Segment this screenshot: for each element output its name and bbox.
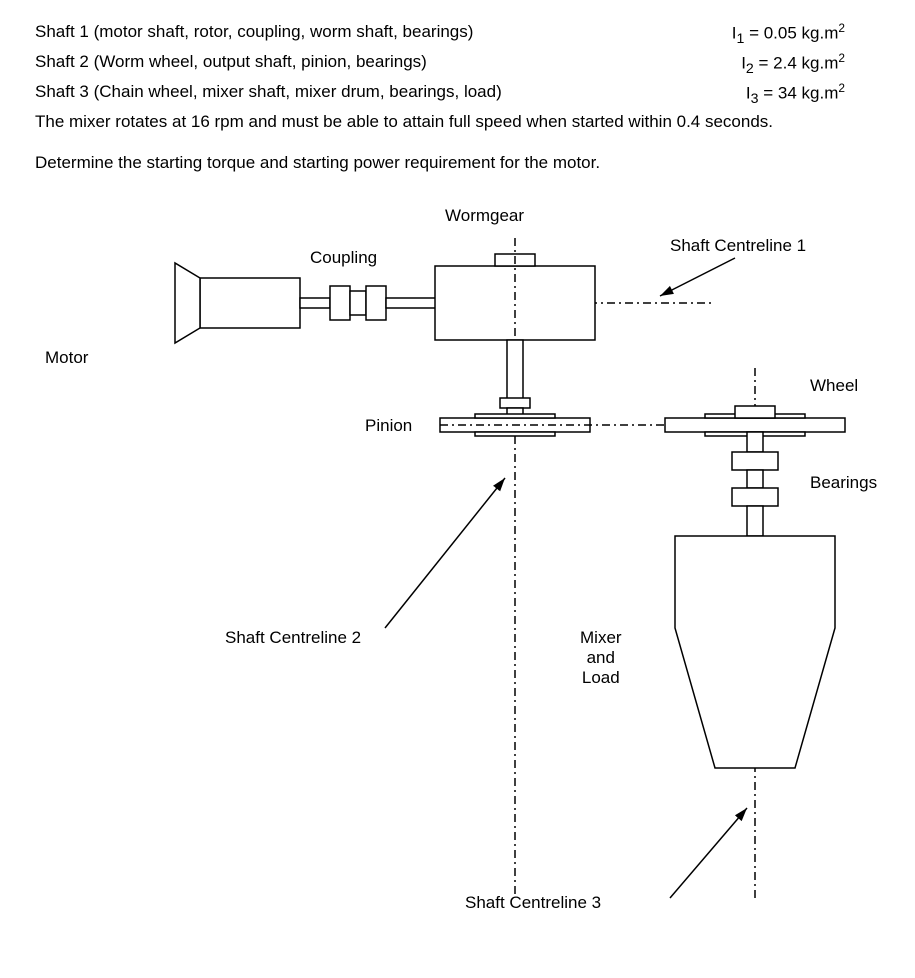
drive-system-diagram: Wormgear Coupling Shaft Centreline 1 Mot… — [35, 198, 875, 918]
label-mixerload: Mixer and Load — [580, 628, 622, 688]
label-wormgear: Wormgear — [445, 206, 524, 226]
shaft-value: I2 = 2.4 kg.m2 — [741, 50, 845, 80]
label-centreline1: Shaft Centreline 1 — [670, 236, 806, 256]
shaft-description: Shaft 3 (Chain wheel, mixer shaft, mixer… — [35, 80, 502, 110]
condition-text: The mixer rotates at 16 rpm and must be … — [35, 110, 880, 134]
label-bearings: Bearings — [810, 473, 877, 493]
shaft-line: Shaft 1 (motor shaft, rotor, coupling, w… — [35, 20, 845, 50]
label-centreline2: Shaft Centreline 2 — [225, 628, 361, 648]
problem-statement: Shaft 1 (motor shaft, rotor, coupling, w… — [35, 20, 880, 133]
shaft-line: Shaft 3 (Chain wheel, mixer shaft, mixer… — [35, 80, 845, 110]
shaft-description: Shaft 1 (motor shaft, rotor, coupling, w… — [35, 20, 473, 50]
shaft-value: I3 = 34 kg.m2 — [746, 80, 845, 110]
shaft-line: Shaft 2 (Worm wheel, output shaft, pinio… — [35, 50, 845, 80]
shaft-value: I1 = 0.05 kg.m2 — [732, 20, 845, 50]
label-wheel: Wheel — [810, 376, 858, 396]
label-motor: Motor — [45, 348, 88, 368]
question-text: Determine the starting torque and starti… — [35, 153, 880, 173]
label-centreline3: Shaft Centreline 3 — [465, 893, 601, 913]
shaft-description: Shaft 2 (Worm wheel, output shaft, pinio… — [35, 50, 427, 80]
label-pinion: Pinion — [365, 416, 412, 436]
label-coupling: Coupling — [310, 248, 377, 268]
